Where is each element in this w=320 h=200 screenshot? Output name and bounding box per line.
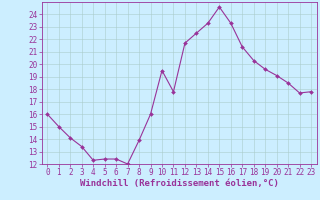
X-axis label: Windchill (Refroidissement éolien,°C): Windchill (Refroidissement éolien,°C): [80, 179, 279, 188]
